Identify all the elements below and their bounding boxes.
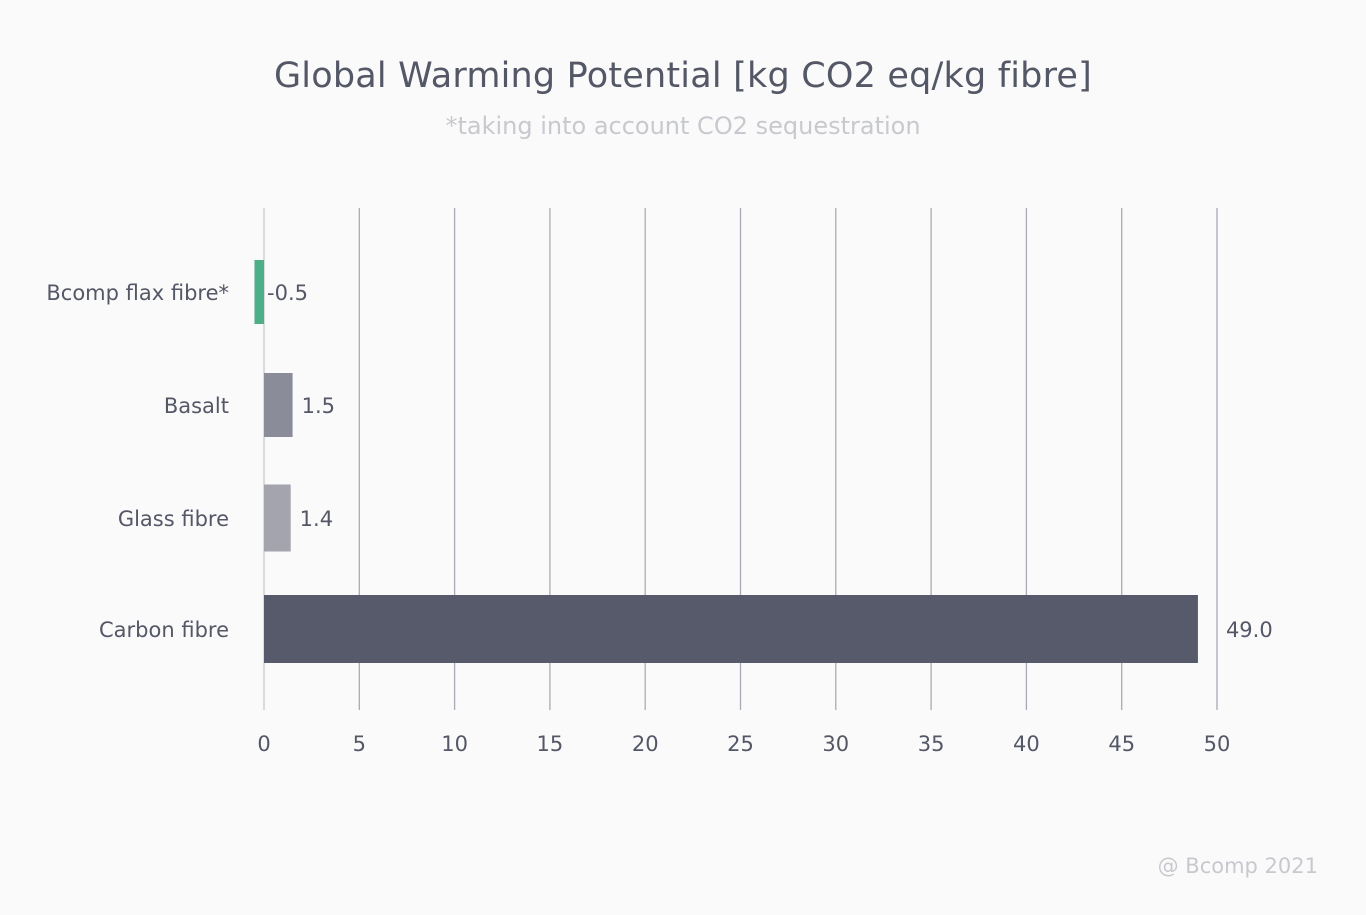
category-label: Glass fibre — [118, 507, 229, 531]
value-labels: -0.5 1.5 1.4 49.0 — [267, 281, 1273, 642]
x-tick-label: 25 — [727, 732, 754, 756]
bar — [254, 260, 264, 324]
x-tick-label: 0 — [257, 732, 270, 756]
bars — [254, 260, 1198, 663]
x-tick-label: 40 — [1013, 732, 1040, 756]
bar — [264, 373, 293, 437]
bar — [264, 484, 291, 552]
category-label: Basalt — [164, 394, 229, 418]
x-tick-label: 30 — [822, 732, 849, 756]
value-label: 1.4 — [300, 507, 333, 531]
value-label: 49.0 — [1226, 618, 1273, 642]
chart-subtitle: *taking into account CO2 sequestration — [445, 112, 921, 140]
category-labels: Bcomp flax fibre* Basalt Glass fibre Carbon… — [46, 281, 229, 642]
value-label: 1.5 — [302, 394, 335, 418]
value-label: -0.5 — [267, 281, 308, 305]
x-tick-label: 35 — [918, 732, 945, 756]
x-tick-label: 5 — [353, 732, 366, 756]
x-tick-label: 15 — [537, 732, 564, 756]
category-label: Carbon fibre — [99, 618, 229, 642]
x-tick-label: 45 — [1108, 732, 1135, 756]
bar — [264, 595, 1198, 663]
copyright-credit: @ Bcomp 2021 — [1157, 854, 1318, 878]
chart-title: Global Warming Potential [kg CO2 eq/kg f… — [273, 56, 1093, 96]
category-label: Bcomp flax fibre* — [46, 281, 229, 305]
x-tick-label: 20 — [632, 732, 659, 756]
x-tick-label: 50 — [1204, 732, 1231, 756]
x-axis-ticks: 0 5 10 15 20 25 30 35 40 45 50 — [257, 732, 1230, 756]
x-tick-label: 10 — [441, 732, 468, 756]
